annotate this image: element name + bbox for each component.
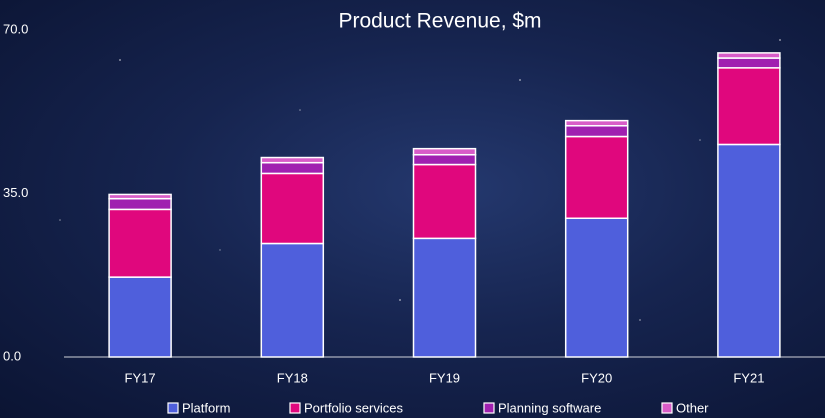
y-tick-label: 35.0: [3, 185, 28, 200]
bar-segment: [717, 67, 781, 146]
legend-label: Portfolio services: [304, 400, 403, 415]
x-tick-label: FY21: [733, 370, 764, 385]
bar-segment: [717, 143, 781, 358]
bar-segment: [412, 237, 477, 358]
bar-segment: [564, 119, 629, 127]
bar-segment: [260, 161, 325, 175]
bar-segment: [108, 276, 172, 358]
x-tick-label: FY20: [581, 370, 612, 385]
y-tick-label: 70.0: [3, 21, 28, 36]
x-tick-label: FY17: [125, 370, 156, 385]
bar-segment: [412, 147, 477, 156]
bar-segment: [717, 52, 781, 59]
bar-segment: [564, 217, 629, 358]
legend-label: Planning software: [498, 400, 601, 415]
legend-swatch: [167, 402, 179, 414]
bar-segment: [260, 156, 325, 164]
x-tick-label: FY19: [429, 370, 460, 385]
bar-segment: [564, 125, 629, 138]
legend-swatch: [483, 402, 495, 414]
legend-label: Other: [676, 400, 709, 415]
bar-segment: [108, 208, 172, 278]
stars: [59, 39, 781, 321]
bar-segment: [260, 172, 325, 245]
chart-title: Product Revenue, $m: [338, 10, 541, 33]
legend-swatch: [289, 402, 301, 414]
bar-segment: [564, 135, 629, 220]
legend-swatch: [661, 402, 673, 414]
bar-segment: [412, 153, 477, 166]
bar-segment: [108, 197, 172, 211]
legend-label: Platform: [182, 400, 230, 415]
x-tick-label: FY18: [277, 370, 308, 385]
y-tick-label: 0.0: [3, 348, 21, 363]
bar-segment: [717, 57, 781, 69]
bar-segment: [260, 242, 325, 358]
bar-segment: [412, 163, 477, 240]
bar-segment: [108, 193, 172, 200]
